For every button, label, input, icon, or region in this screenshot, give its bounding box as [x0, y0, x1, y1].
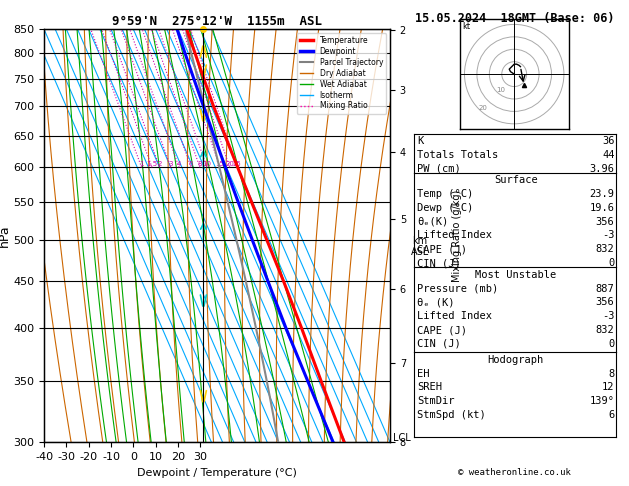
Text: 3.96: 3.96: [589, 164, 615, 174]
Text: 0: 0: [608, 258, 615, 268]
Y-axis label: hPa: hPa: [0, 225, 11, 247]
Text: 139°: 139°: [589, 397, 615, 406]
Text: Most Unstable: Most Unstable: [475, 270, 557, 280]
Text: 2: 2: [157, 161, 162, 167]
Text: SREH: SREH: [417, 382, 442, 393]
Text: 23.9: 23.9: [589, 189, 615, 199]
Text: 356: 356: [596, 216, 615, 226]
Text: Lifted Index: Lifted Index: [417, 230, 492, 241]
Text: 1.5: 1.5: [147, 161, 157, 167]
Text: Surface: Surface: [494, 175, 538, 185]
Text: StmDir: StmDir: [417, 397, 455, 406]
Text: 36: 36: [602, 136, 615, 146]
Text: -3: -3: [602, 230, 615, 241]
Text: 10: 10: [496, 87, 505, 93]
Text: CAPE (J): CAPE (J): [417, 244, 467, 254]
Text: 25: 25: [233, 161, 242, 167]
Text: CAPE (J): CAPE (J): [417, 325, 467, 335]
Text: 8: 8: [198, 161, 202, 167]
Text: PW (cm): PW (cm): [417, 164, 461, 174]
X-axis label: Dewpoint / Temperature (°C): Dewpoint / Temperature (°C): [137, 468, 297, 478]
Text: Lifted Index: Lifted Index: [417, 312, 492, 321]
Text: kt: kt: [462, 22, 470, 31]
Text: Pressure (mb): Pressure (mb): [417, 284, 498, 294]
Text: EH: EH: [417, 368, 430, 379]
Text: 19.6: 19.6: [589, 203, 615, 213]
Text: Mixing Ratio (g/kg): Mixing Ratio (g/kg): [452, 190, 462, 282]
Text: Dewp (°C): Dewp (°C): [417, 203, 473, 213]
Text: θₑ (K): θₑ (K): [417, 297, 455, 308]
Text: StmSpd (kt): StmSpd (kt): [417, 410, 486, 420]
Text: Totals Totals: Totals Totals: [417, 150, 498, 160]
Text: Temp (°C): Temp (°C): [417, 189, 473, 199]
Text: 356: 356: [596, 297, 615, 308]
Text: 6: 6: [608, 410, 615, 420]
Legend: Temperature, Dewpoint, Parcel Trajectory, Dry Adiabat, Wet Adiabat, Isotherm, Mi: Temperature, Dewpoint, Parcel Trajectory…: [297, 33, 386, 114]
Text: 832: 832: [596, 244, 615, 254]
Text: 12: 12: [602, 382, 615, 393]
Text: 887: 887: [596, 284, 615, 294]
Text: 20: 20: [479, 105, 487, 111]
Text: Hodograph: Hodograph: [487, 355, 544, 365]
Text: 15.05.2024  18GMT (Base: 06): 15.05.2024 18GMT (Base: 06): [415, 12, 615, 25]
Y-axis label: km
ASL: km ASL: [411, 236, 429, 257]
Text: LCL: LCL: [394, 433, 411, 443]
Text: © weatheronline.co.uk: © weatheronline.co.uk: [458, 468, 571, 477]
Text: 15: 15: [216, 161, 225, 167]
Text: θₑ(K): θₑ(K): [417, 216, 448, 226]
Text: -3: -3: [602, 312, 615, 321]
Text: K: K: [417, 136, 423, 146]
Text: CIN (J): CIN (J): [417, 339, 461, 349]
Title: 9°59'N  275°12'W  1155m  ASL: 9°59'N 275°12'W 1155m ASL: [112, 15, 322, 28]
Text: CIN (J): CIN (J): [417, 258, 461, 268]
Text: 832: 832: [596, 325, 615, 335]
Text: 1: 1: [139, 161, 144, 167]
Text: 6: 6: [189, 161, 193, 167]
Text: 10: 10: [203, 161, 211, 167]
Text: 20: 20: [225, 161, 234, 167]
Text: 4: 4: [177, 161, 181, 167]
Text: 44: 44: [602, 150, 615, 160]
Text: 3: 3: [169, 161, 173, 167]
Text: 0: 0: [608, 339, 615, 349]
Text: 8: 8: [608, 368, 615, 379]
